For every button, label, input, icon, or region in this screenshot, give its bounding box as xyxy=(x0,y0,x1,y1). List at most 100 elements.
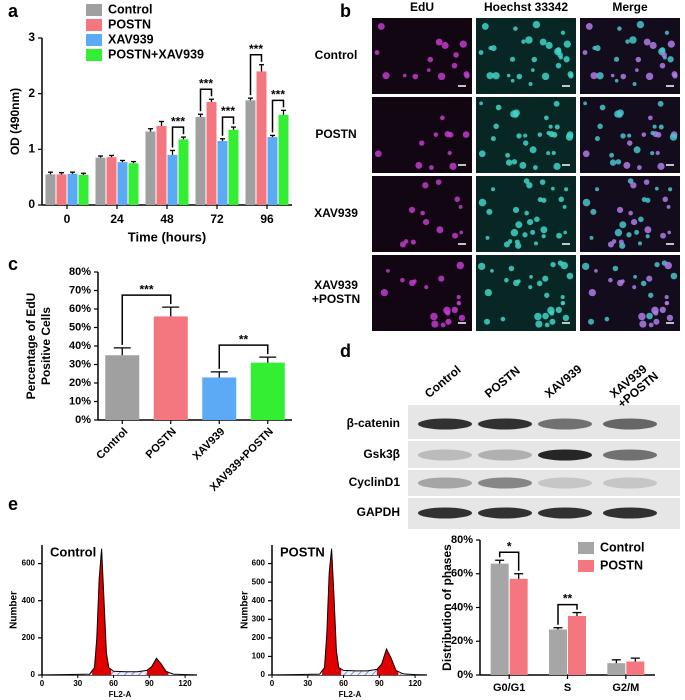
cell-nucleus xyxy=(459,40,467,48)
area-fill xyxy=(272,548,427,675)
panel-label: b xyxy=(340,1,351,21)
error-bar xyxy=(162,306,180,317)
x-tick-label: 0 xyxy=(270,679,275,688)
cell-nucleus xyxy=(630,182,637,189)
cell-nucleus xyxy=(564,187,569,192)
cell-nucleus xyxy=(627,133,632,138)
bar xyxy=(167,154,178,205)
cell-nucleus xyxy=(542,312,549,320)
cell-nucleus xyxy=(594,269,598,273)
cell-nucleus xyxy=(409,279,416,287)
panel-label: a xyxy=(8,1,19,21)
cell-nucleus xyxy=(555,62,562,69)
y-tick-label: 80% xyxy=(451,534,473,546)
cell-nucleus xyxy=(658,124,664,130)
cell-nucleus xyxy=(478,198,487,207)
cell-nucleus xyxy=(436,226,444,234)
cell-nucleus xyxy=(400,277,405,283)
cell-nucleus xyxy=(617,26,622,31)
cell-nucleus xyxy=(660,232,666,239)
cell-nucleus xyxy=(490,269,494,273)
cell-nucleus xyxy=(595,187,600,192)
y-tick-label: 50% xyxy=(69,321,91,333)
cell-nucleus xyxy=(532,165,538,170)
cell-nucleus xyxy=(539,38,547,46)
cell-nucleus xyxy=(533,241,539,246)
cell-nucleus xyxy=(632,285,637,290)
cell-nucleus xyxy=(531,68,535,72)
cell-nucleus xyxy=(565,133,574,141)
cell-nucleus xyxy=(541,234,546,239)
cell-nucleus xyxy=(544,292,550,298)
cell-nucleus xyxy=(422,182,429,189)
cell-nucleus xyxy=(543,115,549,121)
y-tick-label: 20% xyxy=(451,635,473,647)
cell-nucleus xyxy=(662,196,668,203)
cell-nucleus xyxy=(670,272,678,280)
cell-nucleus xyxy=(440,322,446,328)
error-bar xyxy=(113,347,131,356)
lane-label: XAV939 xyxy=(542,362,585,401)
cell-nucleus xyxy=(505,159,513,166)
x-axis-label: FL2-A xyxy=(339,690,362,699)
cell-nucleus xyxy=(633,275,637,279)
cell-nucleus xyxy=(635,68,639,72)
legend-swatch xyxy=(86,4,102,16)
error-bar xyxy=(220,138,225,141)
cell-nucleus xyxy=(530,229,536,235)
cell-nucleus xyxy=(463,71,470,78)
cell-nucleus xyxy=(563,40,571,48)
y-axis-label: Number xyxy=(240,591,251,629)
error-bar xyxy=(120,159,125,163)
y-tick-label: 20% xyxy=(69,377,91,389)
bar xyxy=(78,174,89,205)
cell-nucleus xyxy=(410,239,416,245)
cell-nucleus xyxy=(519,161,527,169)
x-tick-label: POSTN xyxy=(144,426,179,461)
micrograph xyxy=(580,18,680,94)
cell-nucleus xyxy=(615,159,622,165)
micrograph-background xyxy=(476,255,576,331)
y-tick-label: 70% xyxy=(69,284,91,296)
bar xyxy=(128,163,139,205)
error-bar xyxy=(630,657,640,662)
cell-nucleus xyxy=(513,26,518,31)
cell-nucleus xyxy=(377,22,385,30)
cell-nucleus xyxy=(537,132,543,137)
y-tick-label: 200 xyxy=(22,633,36,642)
cell-nucleus xyxy=(505,152,511,158)
cell-nucleus xyxy=(655,150,660,156)
cell-nucleus xyxy=(623,161,631,169)
cell-nucleus xyxy=(604,316,610,322)
bar xyxy=(67,173,78,205)
error-bar xyxy=(48,171,53,175)
y-tick-label: 100 xyxy=(252,652,266,661)
bar xyxy=(202,377,237,420)
cell-nucleus xyxy=(667,40,675,48)
cell-nucleus xyxy=(430,312,438,321)
significance-bracket xyxy=(199,88,213,112)
peak-fill xyxy=(322,548,399,675)
cell-nucleus xyxy=(608,277,613,283)
y-tick-label: 500 xyxy=(252,577,266,586)
cell-nucleus xyxy=(657,162,665,170)
cell-nucleus xyxy=(614,228,623,237)
cell-nucleus xyxy=(611,239,617,244)
cell-nucleus xyxy=(646,275,653,282)
cell-nucleus xyxy=(625,39,630,44)
cell-nucleus xyxy=(415,161,423,169)
x-axis-label: FL2-A xyxy=(109,690,132,699)
peak-fill xyxy=(92,548,169,675)
x-tick-label: 60 xyxy=(339,679,348,688)
column-header: EdU xyxy=(410,0,434,14)
cell-nucleus xyxy=(439,115,445,121)
cell-nucleus xyxy=(553,100,560,107)
bar xyxy=(250,362,285,420)
cell-nucleus xyxy=(551,150,556,156)
y-tick-label: 300 xyxy=(252,614,266,623)
micrograph xyxy=(372,97,472,173)
error-bar xyxy=(98,155,103,158)
bar xyxy=(178,139,189,205)
cell-nucleus xyxy=(433,132,439,137)
significance-label: *** xyxy=(249,42,263,56)
